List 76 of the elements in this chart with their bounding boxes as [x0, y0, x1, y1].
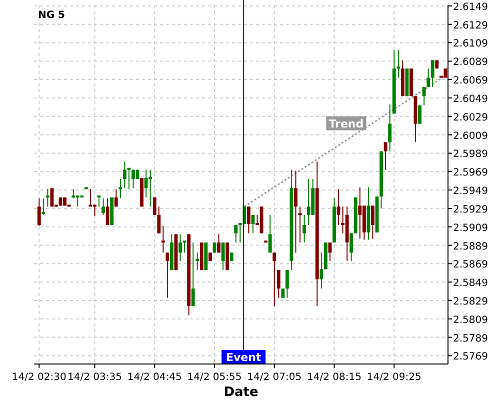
candlestick: [42, 198, 46, 216]
candlestick: [328, 242, 332, 262]
x-tick-label: 14/2 09:25: [366, 372, 422, 383]
y-tick-label: 2.6109: [453, 38, 488, 50]
text: NG 5: [38, 10, 66, 21]
y-tick-label: 2.5989: [453, 149, 488, 160]
candlestick: [88, 188, 92, 207]
candlestick: [422, 86, 426, 106]
candlestick: [384, 142, 388, 170]
candlestick: [72, 188, 76, 199]
y-tick-label: 2.6009: [453, 130, 488, 142]
candlestick: [320, 252, 324, 290]
candlestick: [114, 188, 118, 208]
candlestick: [276, 270, 280, 298]
x-tick-label: 14/2 02:30: [12, 372, 66, 383]
candlestick: [272, 252, 276, 307]
x-tick-label: 14/2 05:55: [187, 372, 242, 383]
y-tick-label: 2.6069: [453, 76, 488, 87]
candlestick: [388, 104, 392, 152]
candlestick: [285, 270, 289, 298]
x-axis-title: Date: [224, 385, 258, 400]
candlestick: [106, 198, 110, 226]
candlestick: [371, 205, 374, 240]
candlestick: [157, 206, 161, 234]
x-tick-label: 14/2 04:45: [127, 372, 182, 383]
y-tick-label: 2.5929: [453, 204, 488, 216]
candlestick: [306, 178, 310, 226]
candlestick: [46, 188, 50, 208]
candlestick: [148, 169, 152, 208]
y-tick-label: 2.5889: [453, 241, 488, 252]
candlestick: [358, 186, 362, 240]
candlestick: [182, 240, 186, 254]
candlestick: [127, 168, 131, 190]
x-tick-label: 14/2 08:15: [307, 372, 362, 383]
candlestick: [268, 214, 272, 254]
y-tick-label: 2.6129: [453, 20, 488, 32]
x-tick-label: 14/2 03:35: [68, 372, 122, 383]
candlestick: [102, 198, 105, 216]
y-tick-label: 2.5909: [453, 222, 488, 234]
candlestick: [396, 50, 400, 78]
candlestick: [302, 214, 306, 243]
candlestick: [191, 242, 195, 307]
candlestick: [178, 234, 182, 262]
candlestick: [144, 169, 148, 198]
candlestick: [152, 196, 156, 216]
series-label: Trend: [328, 117, 364, 130]
candlestick: [76, 195, 80, 208]
candlestick: [294, 170, 298, 254]
candlestick: [430, 60, 434, 88]
candlestick: [122, 160, 126, 189]
candlestick: [196, 252, 200, 271]
candlestick: [336, 188, 340, 226]
y-tick-label: 2.6089: [453, 57, 488, 68]
y-tick-label: 2.6049: [453, 94, 488, 105]
y-tick-label: 2.6149: [453, 2, 488, 13]
y-tick-label: 2.5849: [453, 278, 488, 290]
y-tick-label: 2.5829: [453, 296, 488, 308]
candlestick: [426, 68, 430, 88]
candlestick: [132, 169, 135, 189]
y-tick-label: 2.5789: [453, 333, 488, 344]
y-tick-label: 2.5769: [453, 352, 488, 363]
candlestick: [246, 206, 250, 234]
y-tick-label: 2.5809: [453, 314, 488, 326]
candlestick: [166, 252, 170, 298]
ref-line-label: Event: [226, 351, 262, 364]
candlestick: [161, 225, 165, 254]
y-tick-label: 2.5869: [453, 260, 488, 271]
y-tick-label: 2.6029: [453, 112, 488, 124]
candlestick: [37, 198, 41, 226]
candlestick: [234, 224, 238, 243]
y-tick-label: 2.5969: [453, 168, 488, 179]
candlestick: [217, 234, 220, 254]
x-tick-label: 14/2 07:05: [247, 372, 302, 383]
candlestick: [350, 232, 354, 262]
candlestick: [118, 178, 122, 199]
y-tick-label: 2.5949: [453, 186, 488, 198]
